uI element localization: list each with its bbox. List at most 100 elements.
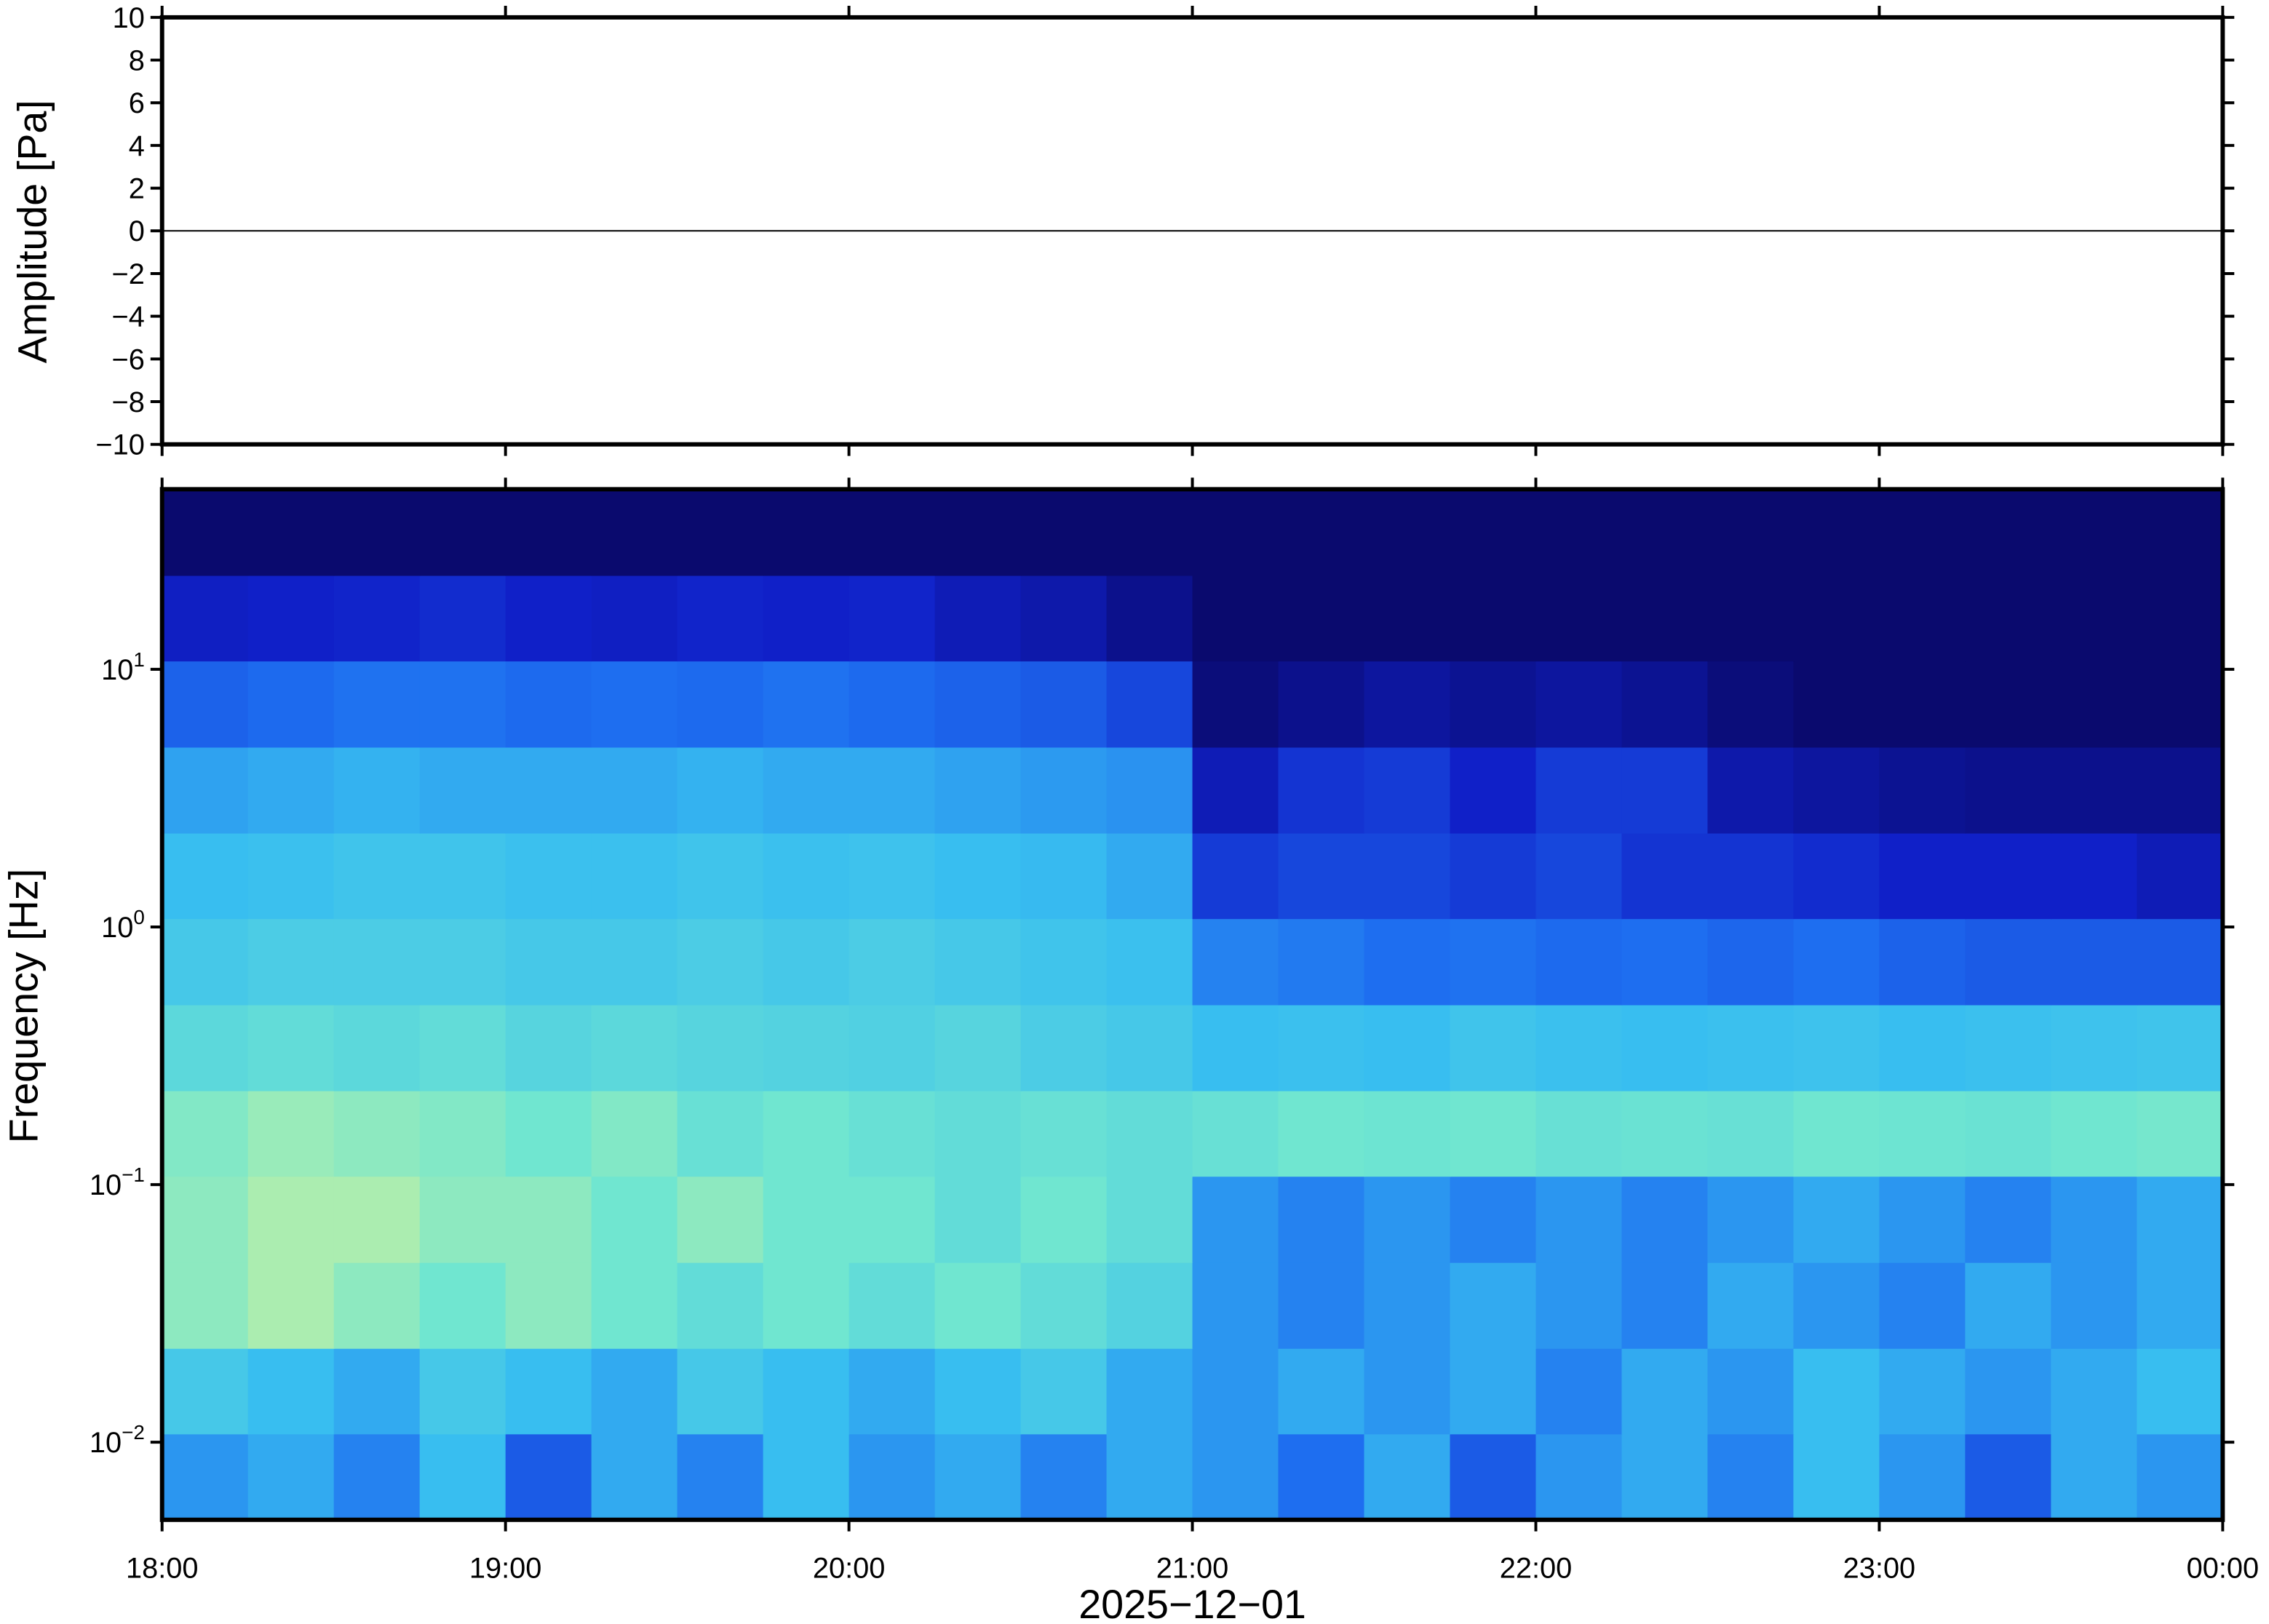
spectrogram-cell <box>247 489 335 576</box>
spectrogram-cell <box>1621 832 1709 920</box>
spectrogram-cell <box>1192 918 1279 1006</box>
spectrogram-cell <box>1278 1348 1365 1435</box>
spectrogram-cell <box>677 575 764 662</box>
spectrogram-cell <box>162 1348 249 1435</box>
spectrogram-cell <box>591 747 678 834</box>
spectrogram-cell <box>419 832 506 920</box>
spectrogram-cell <box>763 1090 850 1177</box>
spectrogram-cell <box>1364 918 1451 1006</box>
spectrogram-cell <box>333 747 421 834</box>
tick-text: 6 <box>129 87 145 119</box>
spectrogram-cell <box>333 1433 421 1521</box>
spectrogram-cell <box>1879 489 1966 576</box>
spectrogram-cell <box>505 661 592 748</box>
spectrogram-cell <box>1106 489 1193 576</box>
spectrogram-cell <box>1535 661 1623 748</box>
spectrogram-cell <box>1879 1090 1966 1177</box>
spectrogram-cell <box>1020 747 1108 834</box>
spectrogram-cell <box>2051 1348 2138 1435</box>
spectrogram-cell <box>1879 918 1966 1006</box>
spectrogram-cell <box>591 489 678 576</box>
spectrogram-cell <box>1106 1262 1193 1349</box>
spectrogram-cell <box>763 1004 850 1091</box>
tick-text: −2 <box>112 258 145 290</box>
spectrogram-cell <box>2051 575 2138 662</box>
tick-base: 10 <box>101 912 133 944</box>
spectrogram-cell <box>934 661 1022 748</box>
spectrogram-cell <box>1450 575 1537 662</box>
spectrogram-cell <box>1450 832 1537 920</box>
spectrogram-cell <box>1278 832 1365 920</box>
spectrogram-cell <box>1535 747 1623 834</box>
spectrogram-cell <box>1364 747 1451 834</box>
spectrogram-cell <box>1106 747 1193 834</box>
spectrogram-cell <box>1621 1176 1709 1263</box>
spectrogram-cell <box>1793 1004 1880 1091</box>
spectrogram-cell <box>1965 1348 2052 1435</box>
tick-exponent: −2 <box>122 1421 145 1444</box>
spectrogram-cell <box>505 1004 592 1091</box>
spectrogram-cell <box>1965 489 2052 576</box>
spectrogram-cell <box>677 1348 764 1435</box>
spectrogram-cell <box>162 1090 249 1177</box>
spectrogram-cell <box>1020 1176 1108 1263</box>
tick-text: 10 <box>113 2 145 34</box>
spectrogram-cell <box>1450 1176 1537 1263</box>
spectrogram-cell <box>2137 575 2224 662</box>
y-tick-label: 6 <box>129 87 145 119</box>
spectrogram-cell <box>1364 1004 1451 1091</box>
spectrogram-cell <box>934 489 1022 576</box>
spectrogram-cell <box>1020 661 1108 748</box>
spectrogram-cell <box>1106 575 1193 662</box>
tick-exponent: 0 <box>133 906 144 928</box>
spectrogram-cell <box>934 1262 1022 1349</box>
spectrogram-cell <box>419 1176 506 1263</box>
spectrogram-cell <box>763 1433 850 1521</box>
spectrogram-cell <box>1450 747 1537 834</box>
spectrogram-cell <box>849 489 936 576</box>
spectrogram-cell <box>1192 489 1279 576</box>
spectrogram-cell <box>849 1262 936 1349</box>
spectrogram-cell <box>1707 918 1795 1006</box>
spectrogram-cell <box>1793 1176 1880 1263</box>
spectrogram-cell <box>763 1348 850 1435</box>
spectrogram-cell <box>677 1262 764 1349</box>
spectrogram-cell <box>1106 1090 1193 1177</box>
x-tick-label: 19:00 <box>469 1552 541 1584</box>
spectrogram-cell <box>1020 1348 1108 1435</box>
spectrogram-cell <box>2051 747 2138 834</box>
spectrogram-cell <box>1793 832 1880 920</box>
spectrogram-cell <box>419 747 506 834</box>
spectrogram-cell <box>849 832 936 920</box>
y-tick-label: 10 <box>113 2 145 34</box>
spectrogram-cell <box>1020 1090 1108 1177</box>
spectrogram-cell <box>1793 575 1880 662</box>
y-tick-label: 100 <box>101 906 145 944</box>
spectrogram-cell <box>2137 661 2224 748</box>
spectrogram-cell <box>1192 575 1279 662</box>
spectrogram-cell <box>2137 1090 2224 1177</box>
spectrogram-cell <box>1192 1262 1279 1349</box>
spectrogram-cell <box>2051 661 2138 748</box>
spectrogram-cell <box>591 661 678 748</box>
spectrogram-cell <box>1793 661 1880 748</box>
spectrogram-cell <box>1621 1433 1709 1521</box>
spectrogram-cell <box>591 1433 678 1521</box>
spectrogram-cell <box>419 1090 506 1177</box>
spectrogram-cell <box>934 575 1022 662</box>
x-tick-label: 21:00 <box>1156 1552 1228 1584</box>
spectrogram-cell <box>419 575 506 662</box>
spectrogram-cell <box>1793 747 1880 834</box>
y-tick-label: 8 <box>129 44 145 76</box>
spectrogram-cell <box>505 489 592 576</box>
spectrogram-cell <box>677 489 764 576</box>
spectrogram-cell <box>1106 832 1193 920</box>
tick-text: 4 <box>129 130 145 162</box>
spectrogram-cell <box>1106 661 1193 748</box>
y-tick-label: 0 <box>129 215 145 247</box>
spectrogram-cell <box>333 575 421 662</box>
spectrogram-cell <box>1879 1004 1966 1091</box>
spectrogram-cell <box>1192 661 1279 748</box>
spectrogram-cell <box>1364 575 1451 662</box>
spectrogram-cell <box>247 918 335 1006</box>
